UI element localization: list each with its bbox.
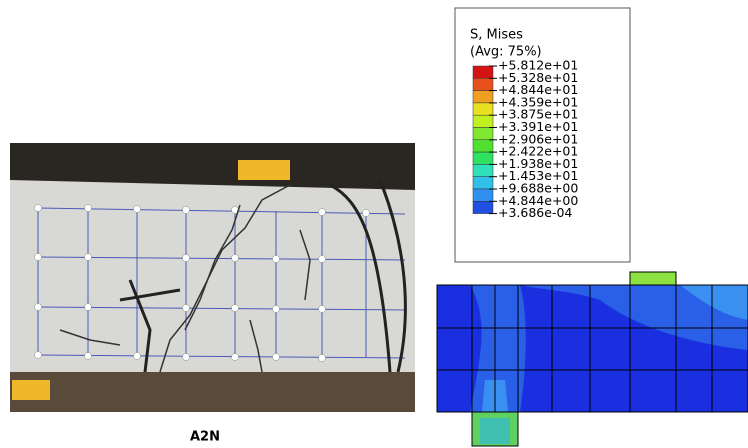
legend-swatch (473, 164, 493, 176)
legend: S, Mises (Avg: 75%) +5.812e+01+5.328e+01… (455, 8, 630, 262)
legend-title: S, Mises (470, 28, 523, 43)
legend-swatch (473, 177, 493, 189)
legend-swatch (473, 91, 493, 103)
caption: A2N (190, 430, 220, 445)
legend-swatch (473, 128, 493, 140)
figure: A2N S, Mises (Avg: 75%) +5.812e+01+5.328… (0, 0, 748, 448)
page: {"caption":"A2N", "legend":{"title":"S, … (0, 0, 748, 448)
fe-model (437, 272, 748, 446)
legend-swatch (473, 66, 493, 78)
legend-swatch (473, 78, 493, 90)
test-photo (10, 143, 415, 412)
legend-swatch (473, 103, 493, 115)
legend-swatch (473, 189, 493, 201)
legend-label: +3.686e-04 (498, 205, 572, 220)
legend-swatch (473, 152, 493, 164)
legend-swatch (473, 115, 493, 127)
legend-swatch (473, 140, 493, 152)
legend-swatch (473, 201, 493, 213)
